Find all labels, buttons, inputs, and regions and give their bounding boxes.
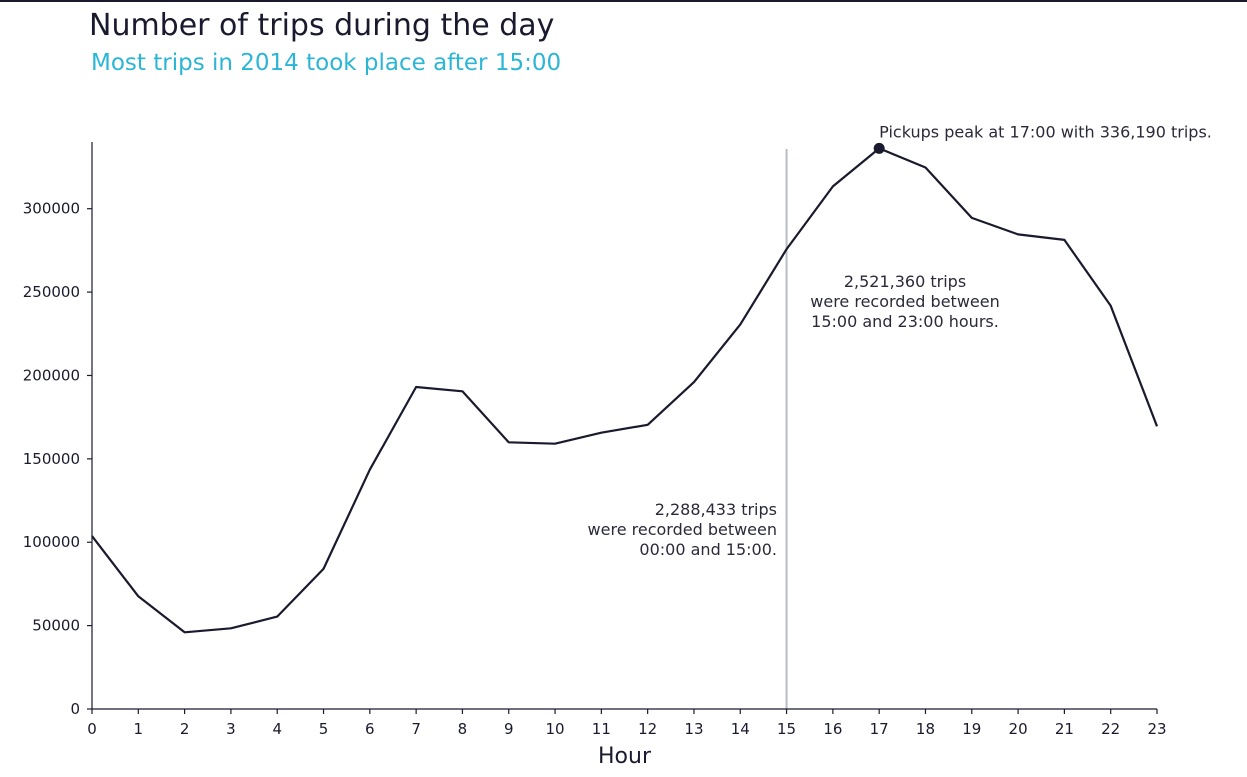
peak-marker	[873, 142, 885, 154]
series-layer	[90, 142, 1159, 634]
data-point	[692, 380, 696, 384]
data-point	[831, 184, 835, 188]
data-point	[368, 468, 372, 472]
data-point	[322, 567, 326, 571]
x-tick-label: 10	[545, 720, 564, 738]
x-tick-label: 5	[319, 720, 329, 738]
data-point	[460, 389, 464, 393]
x-tick-label: 12	[638, 720, 657, 738]
data-point	[1155, 424, 1159, 428]
x-tick-label: 0	[87, 720, 97, 738]
annotation-before-line: 2,288,433 trips	[655, 500, 777, 519]
y-tick-label: 100000	[23, 533, 80, 551]
x-axis-title: Hour	[598, 744, 652, 769]
x-tick-label: 23	[1147, 720, 1166, 738]
annotation-after-line: were recorded between	[810, 292, 999, 311]
y-tick-label: 300000	[23, 200, 80, 218]
x-tick-label: 1	[134, 720, 144, 738]
x-tick-label: 8	[458, 720, 468, 738]
data-point	[1109, 304, 1113, 308]
annotation-before-line: were recorded between	[588, 520, 777, 539]
data-point	[507, 440, 511, 444]
annotation-before-line: 00:00 and 15:00.	[639, 540, 777, 559]
annotation-after-line: 15:00 and 23:00 hours.	[811, 312, 999, 331]
data-point	[275, 615, 279, 619]
peak-label: Pickups peak at 17:00 with 336,190 trips…	[879, 122, 1212, 141]
x-tick-label: 3	[226, 720, 236, 738]
top-border	[0, 0, 1247, 2]
data-point	[646, 423, 650, 427]
x-tick-label: 19	[962, 720, 981, 738]
data-point	[1062, 238, 1066, 242]
y-tick-label: 50000	[32, 617, 80, 635]
series-line	[91, 147, 1159, 634]
x-tick-label: 17	[870, 720, 889, 738]
data-point	[738, 322, 742, 326]
y-tick-label: 200000	[23, 366, 80, 384]
x-tick-label: 11	[592, 720, 611, 738]
x-tick-label: 2	[180, 720, 190, 738]
x-tick-label: 18	[916, 720, 935, 738]
y-tick-label: 0	[70, 700, 80, 718]
data-point	[553, 442, 557, 446]
data-point	[785, 247, 789, 251]
x-tick-label: 16	[823, 720, 842, 738]
data-point	[183, 630, 187, 634]
x-tick-label: 6	[365, 720, 375, 738]
chart-title: Number of trips during the day	[89, 8, 555, 43]
x-tick-label: 14	[731, 720, 750, 738]
x-tick-label: 15	[777, 720, 796, 738]
annotations: Pickups peak at 17:00 with 336,190 trips…	[588, 122, 1212, 559]
chart-subtitle: Most trips in 2014 took place after 15:0…	[91, 50, 562, 76]
x-tick-label: 13	[684, 720, 703, 738]
data-point	[229, 626, 233, 630]
x-tick-label: 21	[1055, 720, 1074, 738]
x-tick-label: 9	[504, 720, 514, 738]
data-point	[970, 216, 974, 220]
x-tick-label: 7	[411, 720, 421, 738]
x-tick-label: 22	[1101, 720, 1120, 738]
data-point	[599, 431, 603, 435]
data-point	[1016, 232, 1020, 236]
data-point	[414, 385, 418, 389]
annotation-after-line: 2,521,360 trips	[844, 272, 966, 291]
y-tick-label: 250000	[23, 283, 80, 301]
x-tick-label: 4	[272, 720, 282, 738]
data-point	[90, 534, 94, 538]
data-point	[923, 166, 927, 170]
data-point	[136, 594, 140, 598]
x-tick-label: 20	[1009, 720, 1028, 738]
y-tick-label: 150000	[23, 450, 80, 468]
